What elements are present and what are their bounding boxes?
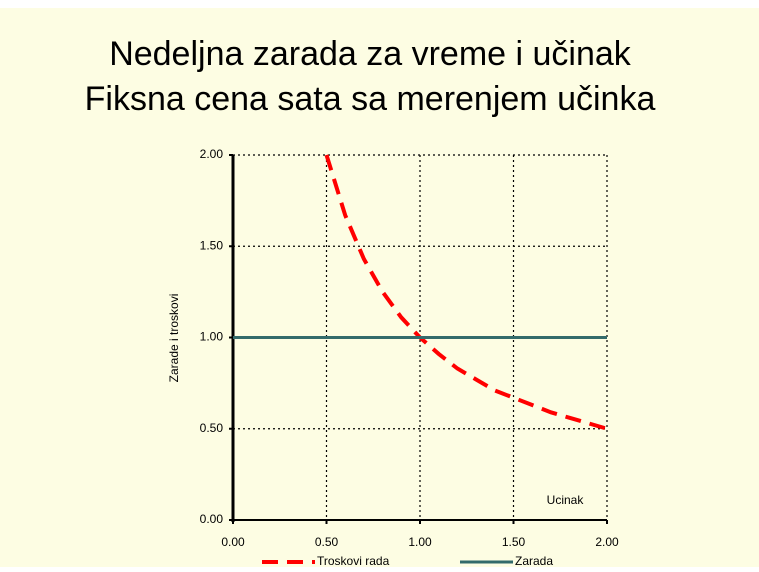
series-line — [324, 154, 608, 431]
x-tick-label: 1.50 — [502, 535, 526, 549]
x-tick-label: 0.50 — [315, 535, 339, 549]
x-tick-label: 2.00 — [595, 535, 619, 549]
y-tick-label: 0.50 — [200, 421, 224, 435]
y-tick-label: 0.00 — [200, 512, 224, 526]
y-tick-label: 1.00 — [200, 330, 224, 344]
y-tick-label: 1.50 — [200, 238, 224, 252]
x-axis-label: Ucinak — [547, 493, 585, 507]
slide-background — [0, 8, 759, 567]
x-tick-label: 0.00 — [221, 535, 245, 549]
y-axis-label: Zarade i troskovi — [167, 294, 181, 383]
legend-label: Zarada — [515, 554, 553, 567]
x-tick-label: 1.00 — [408, 535, 432, 549]
y-tick-label: 2.00 — [200, 147, 224, 161]
chart-subtitle: Fiksna cena sata sa merenjem učinka — [85, 80, 656, 118]
legend-label: Troskovi rada — [317, 554, 390, 567]
chart-title: Nedeljna zarada za vreme i učinak — [109, 35, 632, 73]
